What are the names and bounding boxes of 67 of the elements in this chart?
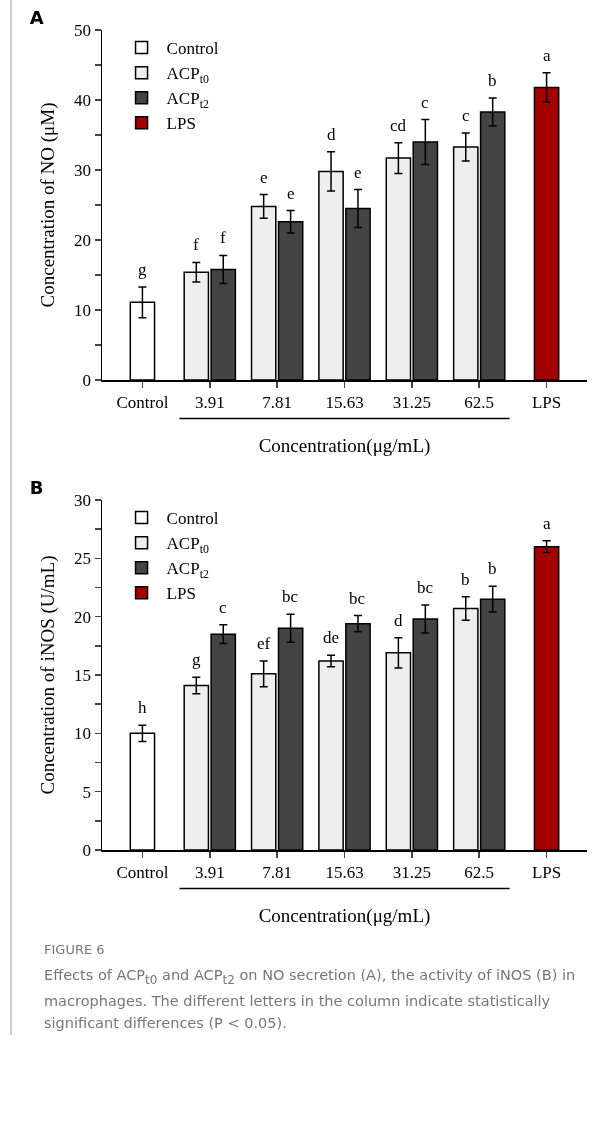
chart-title: A <box>29 7 44 29</box>
data-label: b <box>461 570 470 589</box>
legend-label: ACP$_{t0}$ <box>166 64 209 86</box>
x-tick-label: LPS <box>531 862 562 882</box>
y-tick-label: 10 <box>74 724 92 744</box>
legend-label: LPS <box>166 584 196 604</box>
data-label: cd <box>390 116 407 135</box>
x-tick-label: 7.81 <box>262 862 293 882</box>
data-label: f <box>220 228 226 247</box>
data-label: d <box>327 125 336 144</box>
data-label: f <box>193 235 199 254</box>
y-tick-label: 20 <box>74 230 92 250</box>
x-axis-title: Concentration(μg/mL) <box>258 435 431 458</box>
y-tick-label: 0 <box>82 840 92 860</box>
y-tick-label: 5 <box>82 782 92 802</box>
x-tick-label: LPS <box>531 392 562 412</box>
data-label: b <box>488 71 497 90</box>
y-tick-label: 20 <box>74 607 92 627</box>
data-label: bc <box>282 587 299 606</box>
data-label: e <box>354 163 362 182</box>
text: Effects of ACP$_{t0}$ and ACP$_{t2}$ on NO secretion (A), the activity of iNOS (B) in macrophages. The different letters in the column indicate statistically significant differences (P < 0.05). <box>44 966 577 1034</box>
x-tick-label: 3.91 <box>194 392 225 412</box>
data-label: g <box>192 650 201 669</box>
chart-title: B <box>29 477 44 499</box>
y-tick-label: 30 <box>74 490 92 510</box>
y-axis-title: Concentration of NO (μM) <box>36 102 59 308</box>
data-label: e <box>287 184 295 203</box>
data-label: de <box>323 628 340 647</box>
data-label: a <box>543 514 551 533</box>
x-tick-label: Control <box>116 862 169 882</box>
data-label: c <box>421 93 429 112</box>
legend-label: Control <box>166 39 219 59</box>
y-tick-label: 10 <box>74 300 92 320</box>
legend-label: Control <box>166 509 219 529</box>
x-tick-label: 31.25 <box>392 392 431 412</box>
data-label: e <box>260 168 268 187</box>
data-label: c <box>219 598 227 617</box>
x-tick-label: Control <box>116 392 169 412</box>
data-label: h <box>138 698 147 717</box>
x-tick-label: 15.63 <box>325 392 364 412</box>
x-tick-label: 15.63 <box>325 862 364 882</box>
y-tick-label: 30 <box>74 160 92 180</box>
legend-label: ACP$_{t2}$ <box>166 89 209 111</box>
y-tick-label: 50 <box>74 20 92 40</box>
x-tick-label: 7.81 <box>262 392 293 412</box>
x-tick-label: 62.5 <box>464 392 495 412</box>
data-label: g <box>138 260 147 279</box>
data-label: d <box>394 611 403 630</box>
y-tick-label: 25 <box>74 549 92 569</box>
y-tick-label: 40 <box>74 90 92 110</box>
y-tick-label: 15 <box>74 665 92 685</box>
data-label: ef <box>257 634 271 653</box>
x-tick-label: 3.91 <box>194 862 225 882</box>
legend-label: LPS <box>166 114 196 134</box>
data-label: bc <box>349 589 366 608</box>
data-label: b <box>488 559 497 578</box>
y-tick-label: 0 <box>82 370 92 390</box>
legend-label: ACP$_{t2}$ <box>166 559 209 581</box>
legend-label: ACP$_{t0}$ <box>166 534 209 556</box>
data-label: bc <box>417 578 434 597</box>
x-tick-label: 31.25 <box>392 862 431 882</box>
x-tick-label: 62.5 <box>464 862 495 882</box>
caption: FIGURE 6 <box>44 941 106 959</box>
y-axis-title: Concentration of iNOS (U/mL) <box>36 555 59 795</box>
data-label: c <box>462 106 470 125</box>
data-label: a <box>543 46 551 65</box>
x-axis-title: Concentration(μg/mL) <box>258 905 431 928</box>
